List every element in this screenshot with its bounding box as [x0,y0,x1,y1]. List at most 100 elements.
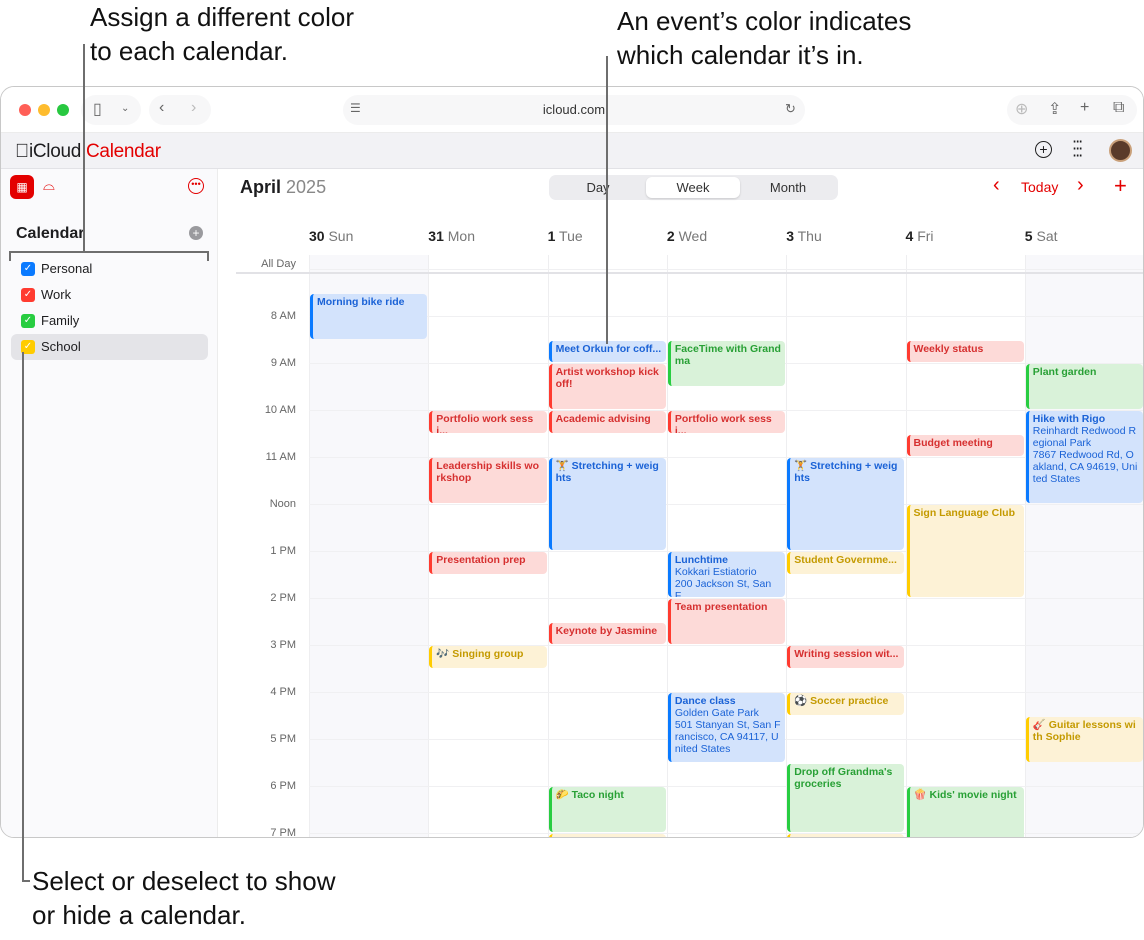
event-school[interactable]: 🎶 Singing group [429,646,547,668]
address-bar[interactable]: icloud.com [343,95,805,125]
tab-overview-icon[interactable]: ⧉ [1113,99,1125,116]
event-title: 🎸 Guitar lessons with Sophie [1032,718,1136,743]
event-personal[interactable]: Meet Orkun for coff... [548,340,666,362]
close-button[interactable] [19,104,31,116]
hour-line [309,504,1143,505]
event-school[interactable]: Student Governme... [787,552,905,574]
calendar-checkbox[interactable]: ✓ [21,288,35,302]
event-school[interactable] [548,834,666,837]
browser-window: ▯ ⌄ ‹ › icloud.com ☰ ↻ ⊕ ⇪ + ⧉ iCloud C… [0,86,1144,838]
minimize-button[interactable] [38,104,50,116]
hour-label: 10 AM [264,404,296,416]
event-work[interactable]: Presentation prep [429,552,547,574]
event-personal[interactable]: Lunchtime Kokkari Estiatorio 200 Jackson S… [667,552,786,597]
event-family[interactable]: 🍿 Kids' movie night [906,787,1024,837]
view-week[interactable]: Week [646,177,740,198]
day-header[interactable]: 30 Sun [309,228,354,244]
column-divider [309,255,310,837]
event-work[interactable]: Portfolio work sessi... [667,411,786,433]
more-icon[interactable]: ••• [188,178,204,194]
event-personal[interactable]: 🏋 Stretching + weights [548,458,666,550]
add-calendar-button[interactable]: + [189,226,203,240]
event-work[interactable]: Leadership skills workshop [429,458,547,503]
event-work[interactable]: Artist workshop kickoff! [548,364,666,409]
event-work[interactable]: Weekly status [906,340,1024,362]
day-header[interactable]: 3 Thu [786,228,822,244]
event-title: Drop off Grandma's groceries [794,765,893,790]
hour-label: 6 PM [270,780,296,792]
event-family[interactable]: Plant garden [1025,364,1143,409]
add-icon[interactable]: + [1035,141,1052,158]
event-title: Dance class [674,695,736,707]
view-month[interactable]: Month [769,180,807,195]
event-school[interactable]: 🎸 Guitar lessons with Sophie [1025,716,1143,762]
hour-label: 1 PM [270,545,296,557]
calendar-checkbox[interactable]: ✓ [21,314,35,328]
event-title: 🎶 Singing group [436,648,524,660]
column-divider [905,255,907,837]
day-header[interactable]: 2 Wed [666,228,708,244]
download-icon[interactable]: ⊕ [1015,101,1029,118]
event-title: Meet Orkun for coff... [555,342,662,355]
year: 2025 [286,177,327,197]
day-header[interactable]: 4 Fri [905,228,934,244]
new-event-button[interactable]: + [1114,173,1127,198]
event-school[interactable] [787,834,905,837]
browser-toolbar: ▯ ⌄ ‹ › icloud.com ☰ ↻ ⊕ ⇪ + ⧉ [1,87,1143,133]
today-button[interactable]: Today [1021,179,1059,195]
calendar-item-work[interactable]: ✓ Work [11,282,208,308]
event-school[interactable]: Sign Language Club [906,505,1024,597]
event-work[interactable]: Portfolio work sessi... [429,411,547,433]
sidebar-toggle-icon[interactable]: ▯ [93,101,102,118]
event-school[interactable]: ⚽ Soccer practice [787,693,905,715]
calendar-main: April 2025 Day Week Month ‹ Today › + 30… [218,169,1143,837]
share-icon[interactable]: ⇪ [1048,101,1062,118]
event-title: Writing session wit... [794,648,899,660]
view-day[interactable]: Day [586,180,610,195]
all-day-label: All Day [261,258,296,270]
hour-line [309,316,1143,317]
event-title: Hike with Rigo [1032,413,1106,425]
zoom-button[interactable] [57,104,69,116]
calendar-checkbox[interactable]: ✓ [21,340,35,354]
calendar-item-school[interactable]: ✓ School [11,334,208,360]
column-divider [666,255,668,837]
calendar-heading: Calendar [16,225,85,242]
event-personal[interactable]: Hike with Rigo Reinhardt Redwood Regional… [1025,411,1143,503]
calendar-view-icon[interactable]: ▦ [10,175,34,199]
app-grid-icon[interactable]: ⋅⋅⋅ ⋅⋅⋅ ⋅⋅⋅ [1072,134,1083,165]
event-work[interactable]: Team presentation [667,599,786,644]
calendar-checkbox[interactable]: ✓ [21,262,35,276]
event-family[interactable]: Drop off Grandma's groceries [787,763,905,832]
hour-label: 2 PM [270,592,296,604]
new-tab-icon[interactable]: + [1080,99,1090,116]
event-title: Sign Language Club [913,507,1016,519]
day-header[interactable]: 1 Tue [547,228,583,244]
back-icon[interactable]: ‹ [159,99,165,116]
calendar-item-family[interactable]: ✓ Family [11,308,208,334]
event-work[interactable]: Academic advising [548,411,666,433]
chevron-down-icon[interactable]: ⌄ [121,103,130,114]
event-work[interactable]: Budget meeting [906,434,1024,456]
event-family[interactable]: FaceTime with Grandma [667,340,786,386]
reload-icon[interactable]: ↻ [785,101,796,116]
next-week-button[interactable]: › [1077,174,1084,196]
event-work[interactable]: Writing session wit... [787,646,905,668]
previous-week-button[interactable]: ‹ [993,174,1000,196]
reader-icon[interactable]: ☰ [350,101,361,115]
event-location: Reinhardt Redwood Regional Park [1032,425,1137,449]
day-header[interactable]: 5 Sat [1024,228,1058,244]
column-divider [1024,255,1026,837]
day-header[interactable]: 31 Mon [428,228,475,244]
event-personal[interactable]: Morning bike ride [310,293,428,339]
event-personal[interactable]: Dance class Golden Gate Park 501 Stanyan S… [667,693,786,762]
event-work[interactable]: Keynote by Jasmine [548,622,666,644]
avatar[interactable] [1109,139,1132,162]
calendar-item-personal[interactable]: ✓ Personal [11,256,208,282]
inbox-icon[interactable]: ⌓ [43,177,55,194]
calendar-label: Family [41,313,80,328]
event-title: Student Governme... [794,554,897,566]
event-family[interactable]: 🌮 Taco night [548,787,666,832]
event-personal[interactable]: 🏋 Stretching + weights [787,458,905,550]
forward-icon[interactable]: › [191,99,197,116]
